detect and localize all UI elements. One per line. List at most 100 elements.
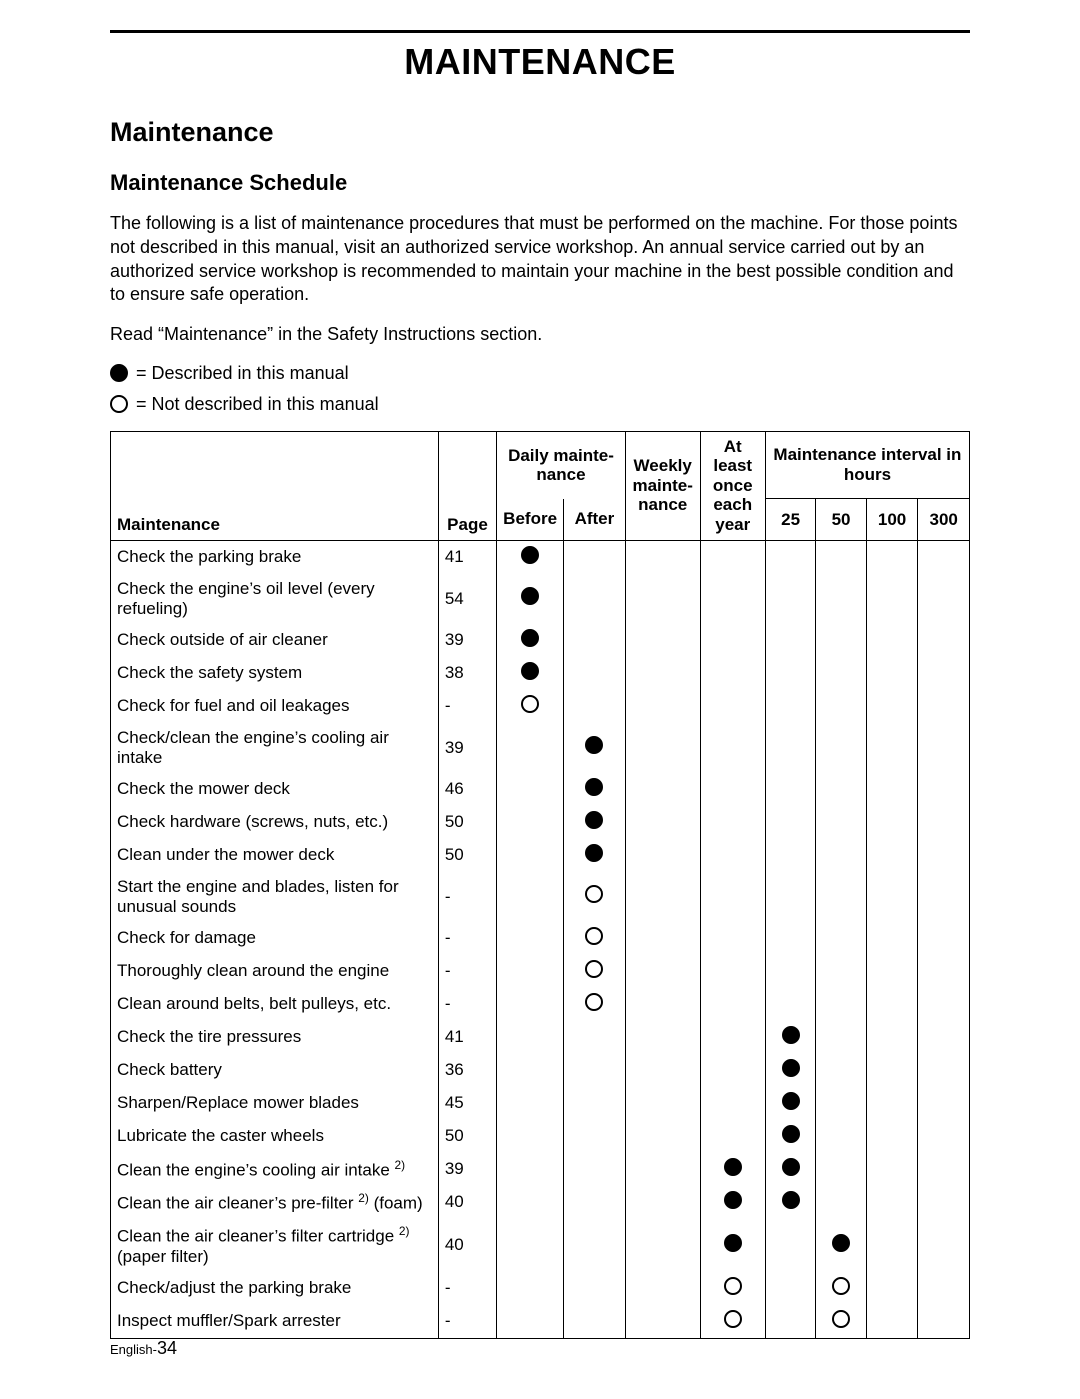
- th-page: Page: [438, 431, 496, 540]
- mark-cell: [866, 1305, 918, 1339]
- mark-cell: [816, 1087, 866, 1120]
- mark-cell: [497, 624, 564, 657]
- mark-cell: [700, 1219, 765, 1272]
- mark-cell: [497, 1153, 564, 1186]
- mark-cell: [625, 624, 700, 657]
- mark-cell: [918, 657, 970, 690]
- mark-cell: [564, 922, 626, 955]
- mark-cell: [625, 1153, 700, 1186]
- mark-cell: [564, 988, 626, 1021]
- mark-cell: [765, 1186, 815, 1219]
- mark-cell: [765, 955, 815, 988]
- filled-circle-icon: [110, 364, 128, 382]
- mark-cell: [700, 657, 765, 690]
- filled-circle-icon: [521, 587, 539, 605]
- filled-circle-icon: [782, 1092, 800, 1110]
- table-row: Check hardware (screws, nuts, etc.)50: [111, 806, 970, 839]
- open-circle-icon: [585, 927, 603, 945]
- legend-filled: = Described in this manual: [110, 363, 970, 384]
- mark-cell: [765, 1305, 815, 1339]
- mark-cell: [700, 624, 765, 657]
- footer-page-number: 34: [157, 1338, 177, 1358]
- mark-cell: [625, 1054, 700, 1087]
- page-ref: 41: [438, 540, 496, 574]
- open-circle-icon: [110, 395, 128, 413]
- mark-cell: [816, 1120, 866, 1153]
- mark-cell: [816, 773, 866, 806]
- mark-cell: [765, 773, 815, 806]
- mark-cell: [625, 1120, 700, 1153]
- table-row: Check the engine’s oil level (every refu…: [111, 574, 970, 624]
- mark-cell: [918, 773, 970, 806]
- mark-cell: [564, 690, 626, 723]
- page-ref: -: [438, 872, 496, 922]
- subsection-heading: Maintenance Schedule: [110, 170, 970, 196]
- maintenance-label: Check/adjust the parking brake: [111, 1272, 439, 1305]
- maintenance-label: Check the safety system: [111, 657, 439, 690]
- filled-circle-icon: [782, 1191, 800, 1209]
- mark-cell: [816, 624, 866, 657]
- mark-cell: [765, 1153, 815, 1186]
- mark-cell: [564, 806, 626, 839]
- open-circle-icon: [724, 1277, 742, 1295]
- page-ref: 50: [438, 806, 496, 839]
- mark-cell: [700, 1120, 765, 1153]
- mark-cell: [765, 1054, 815, 1087]
- mark-cell: [866, 1219, 918, 1272]
- table-row: Clean the engine’s cooling air intake 2)…: [111, 1153, 970, 1186]
- mark-cell: [497, 1087, 564, 1120]
- mark-cell: [918, 872, 970, 922]
- mark-cell: [816, 723, 866, 773]
- mark-cell: [918, 1153, 970, 1186]
- mark-cell: [918, 1219, 970, 1272]
- table-row: Check the parking brake41: [111, 540, 970, 574]
- open-circle-icon: [585, 960, 603, 978]
- mark-cell: [816, 839, 866, 872]
- mark-cell: [564, 540, 626, 574]
- mark-cell: [816, 955, 866, 988]
- mark-cell: [564, 1087, 626, 1120]
- table-row: Check for damage-: [111, 922, 970, 955]
- page-title: MAINTENANCE: [110, 41, 970, 83]
- mark-cell: [625, 1186, 700, 1219]
- mark-cell: [765, 540, 815, 574]
- mark-cell: [816, 1186, 866, 1219]
- mark-cell: [700, 773, 765, 806]
- page-ref: -: [438, 955, 496, 988]
- mark-cell: [918, 1087, 970, 1120]
- mark-cell: [765, 872, 815, 922]
- mark-cell: [866, 988, 918, 1021]
- filled-circle-icon: [521, 629, 539, 647]
- th-100: 100: [866, 499, 918, 541]
- legend-filled-label: = Described in this manual: [136, 363, 349, 384]
- table-row: Check for fuel and oil leakages-: [111, 690, 970, 723]
- mark-cell: [918, 540, 970, 574]
- mark-cell: [765, 1120, 815, 1153]
- mark-cell: [765, 988, 815, 1021]
- maintenance-label: Lubricate the caster wheels: [111, 1120, 439, 1153]
- mark-cell: [625, 922, 700, 955]
- mark-cell: [866, 574, 918, 624]
- mark-cell: [625, 955, 700, 988]
- mark-cell: [564, 773, 626, 806]
- mark-cell: [866, 1272, 918, 1305]
- mark-cell: [866, 1021, 918, 1054]
- mark-cell: [765, 1272, 815, 1305]
- mark-cell: [816, 690, 866, 723]
- mark-cell: [816, 922, 866, 955]
- mark-cell: [866, 872, 918, 922]
- mark-cell: [700, 1153, 765, 1186]
- table-row: Lubricate the caster wheels50: [111, 1120, 970, 1153]
- maintenance-label: Check battery: [111, 1054, 439, 1087]
- mark-cell: [765, 839, 815, 872]
- mark-cell: [564, 657, 626, 690]
- mark-cell: [700, 872, 765, 922]
- mark-cell: [866, 723, 918, 773]
- maintenance-label: Check/clean the engine’s cooling air int…: [111, 723, 439, 773]
- mark-cell: [625, 657, 700, 690]
- filled-circle-icon: [782, 1125, 800, 1143]
- mark-cell: [564, 624, 626, 657]
- mark-cell: [866, 806, 918, 839]
- page-footer: English-34: [110, 1338, 177, 1359]
- mark-cell: [497, 540, 564, 574]
